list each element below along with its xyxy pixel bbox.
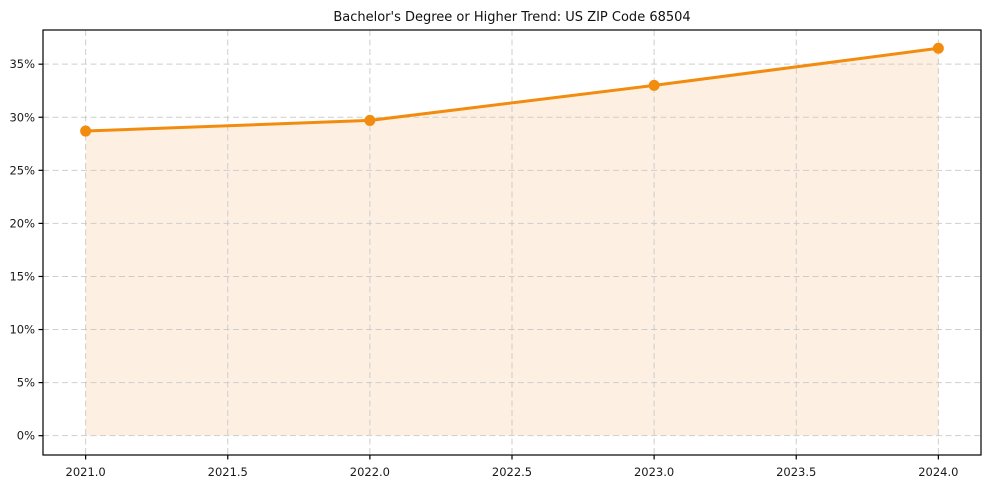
y-tick-label-6: 30% bbox=[9, 110, 35, 124]
data-point-2022 bbox=[364, 114, 376, 126]
y-tick-label-2: 10% bbox=[9, 323, 35, 337]
chart-title: Bachelor's Degree or Higher Trend: US ZI… bbox=[333, 10, 690, 25]
x-tick-label-3: 2022.5 bbox=[492, 465, 532, 479]
x-tick-label-5: 2023.5 bbox=[776, 465, 816, 479]
data-point-2021 bbox=[80, 125, 92, 137]
x-tick-label-4: 2023.0 bbox=[634, 465, 674, 479]
y-tick-label-0: 0% bbox=[17, 429, 35, 443]
x-tick-label-0: 2021.0 bbox=[66, 465, 106, 479]
data-point-2024 bbox=[932, 42, 944, 54]
x-tick-label-2: 2022.0 bbox=[350, 465, 390, 479]
x-tick-label-6: 2024.0 bbox=[918, 465, 958, 479]
y-tick-label-4: 20% bbox=[9, 216, 35, 230]
y-tick-label-7: 35% bbox=[9, 57, 35, 71]
data-point-2023 bbox=[648, 79, 660, 91]
trend-line bbox=[84, 46, 940, 133]
y-tick-label-3: 15% bbox=[9, 269, 35, 283]
y-tick-label-1: 5% bbox=[17, 376, 35, 390]
y-tick-label-5: 25% bbox=[9, 163, 35, 177]
x-tick-label-1: 2021.5 bbox=[208, 465, 248, 479]
